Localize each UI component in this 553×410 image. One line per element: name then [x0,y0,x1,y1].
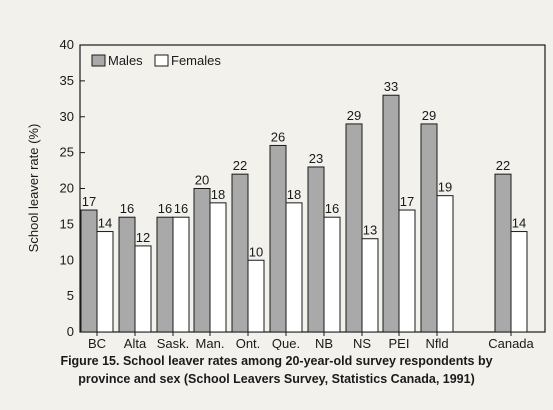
y-tick-label: 15 [60,216,74,231]
bar-females-10 [510,231,528,333]
data-label-females-5: 18 [287,187,301,202]
bar-females-9 [436,195,454,333]
y-tick-labels: 0 5 10 15 20 25 30 35 40 [60,37,74,339]
x-tick-label-3: Man. [196,336,225,350]
x-tick-label-10: Canada [488,336,534,350]
data-label-males-1: 16 [120,201,134,216]
bar-males-4 [231,173,249,333]
y-tick-label: 40 [60,37,74,52]
legend-swatch-males [91,54,106,67]
legend-label-females: Females [171,53,221,68]
data-label-females-0: 14 [98,216,112,231]
data-label-males-3: 20 [195,173,209,188]
bar-females-5 [285,202,303,333]
legend-swatch-females [154,54,169,67]
bar-females-3 [209,202,227,333]
y-tick-label: 30 [60,109,74,124]
y-tick-label: 0 [67,324,74,339]
bar-females-0 [96,231,114,333]
caption-line-1: Figure 15. School leaver rates among 20-… [60,354,493,368]
bar-males-1 [118,216,136,333]
data-label-females-10: 14 [512,216,526,231]
y-tick-label: 35 [60,73,74,88]
x-tick-label-6: NB [315,336,333,350]
bar-females-8 [398,209,416,333]
bar-females-2 [172,216,190,333]
bar-females-7 [361,238,379,333]
y-axis-label: School leaver rate (%) [26,124,41,253]
data-label-females-6: 16 [325,201,339,216]
bar-males-2 [156,216,174,333]
bar-males-7 [345,123,363,333]
x-tick-label-2: Sask. [157,336,190,350]
data-label-females-4: 10 [249,244,263,259]
y-tick-label: 5 [67,288,74,303]
data-label-females-2: 16 [174,201,188,216]
bar-males-6 [307,166,325,333]
caption-line-2: province and sex (School Leavers Survey,… [78,372,475,386]
figure-caption: Figure 15. School leaver rates among 20-… [0,352,553,388]
data-label-females-7: 13 [363,223,377,238]
bar-males-5 [269,144,287,333]
x-tick-label-5: Que. [272,336,300,350]
data-label-males-2: 16 [158,201,172,216]
bar-males-9 [420,123,438,333]
data-label-females-8: 17 [400,194,414,209]
y-tick-label: 25 [60,145,74,160]
data-label-males-5: 26 [271,129,285,144]
data-label-males-4: 22 [233,158,247,173]
bar-females-6 [323,216,341,333]
data-label-males-8: 33 [384,79,398,94]
data-label-males-9: 29 [422,108,436,123]
data-label-females-3: 18 [211,187,225,202]
data-label-males-6: 23 [309,151,323,166]
bar-females-4 [247,259,265,333]
legend: Males Females [91,53,221,68]
bar-males-10 [494,173,512,333]
bars [80,94,528,333]
bar-males-8 [382,94,400,333]
data-label-males-10: 22 [496,158,510,173]
data-label-females-1: 12 [136,230,150,245]
data-label-males-0: 17 [82,194,96,209]
x-tick-labels: BC Alta Sask. Man. Ont. Que. NB NS PEI Nfld Canada [88,336,535,350]
x-tick-label-4: Ont. [236,336,261,350]
data-label-females-9: 19 [438,180,452,195]
y-tick-label: 20 [60,181,74,196]
legend-label-males: Males [108,53,143,68]
x-tick-label-8: PEI [389,336,410,350]
bar-males-3 [193,188,211,333]
x-tick-label-9: Nfld [425,336,448,350]
x-tick-label-1: Alta [124,336,147,350]
bar-females-1 [134,245,152,333]
data-label-males-7: 29 [347,108,361,123]
bar-males-0 [80,209,98,333]
y-tick-label: 10 [60,252,74,267]
x-tick-label-0: BC [88,336,106,350]
x-tick-label-7: NS [353,336,371,350]
